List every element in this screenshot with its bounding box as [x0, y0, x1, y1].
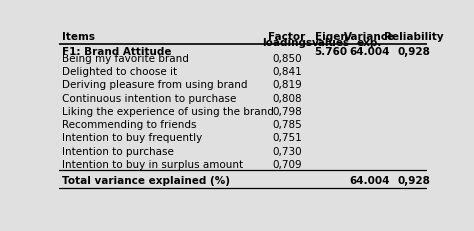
Text: Eigen: Eigen: [315, 31, 347, 41]
Text: 0,730: 0,730: [272, 146, 302, 156]
Text: Intention to purchase: Intention to purchase: [62, 146, 174, 156]
Text: 0,785: 0,785: [272, 120, 302, 130]
Text: 0,819: 0,819: [272, 80, 302, 90]
Text: 0,850: 0,850: [272, 54, 302, 64]
Text: Being my favorite brand: Being my favorite brand: [62, 54, 189, 64]
Text: 0,928: 0,928: [397, 175, 430, 185]
Text: Factor: Factor: [268, 31, 306, 41]
Text: Delighted to choose it: Delighted to choose it: [62, 67, 177, 77]
Text: exp.: exp.: [357, 38, 383, 48]
Text: values: values: [312, 38, 350, 48]
Text: F1: Brand Attitude: F1: Brand Attitude: [62, 47, 172, 57]
Text: 0,709: 0,709: [272, 159, 302, 169]
Text: Deriving pleasure from using brand: Deriving pleasure from using brand: [62, 80, 248, 90]
Text: Intention to buy frequently: Intention to buy frequently: [62, 133, 202, 143]
Text: Intention to buy in surplus amount: Intention to buy in surplus amount: [62, 159, 243, 169]
Text: Items: Items: [62, 31, 95, 41]
Text: 0,841: 0,841: [272, 67, 302, 77]
Text: Total variance explained (%): Total variance explained (%): [62, 175, 230, 185]
Text: loadings: loadings: [262, 38, 312, 48]
Text: Liking the experience of using the brand: Liking the experience of using the brand: [62, 106, 274, 116]
Text: 0,808: 0,808: [272, 93, 302, 103]
Text: 64.004: 64.004: [349, 47, 390, 57]
Text: 0,751: 0,751: [272, 133, 302, 143]
Text: 5.760: 5.760: [315, 47, 347, 57]
Text: 64.004: 64.004: [349, 175, 390, 185]
Text: Recommending to friends: Recommending to friends: [62, 120, 197, 130]
Text: 0,798: 0,798: [272, 106, 302, 116]
Text: Variance: Variance: [344, 31, 395, 41]
Text: Reliability: Reliability: [384, 31, 444, 41]
Text: 0,928: 0,928: [397, 47, 430, 57]
Text: Continuous intention to purchase: Continuous intention to purchase: [62, 93, 237, 103]
